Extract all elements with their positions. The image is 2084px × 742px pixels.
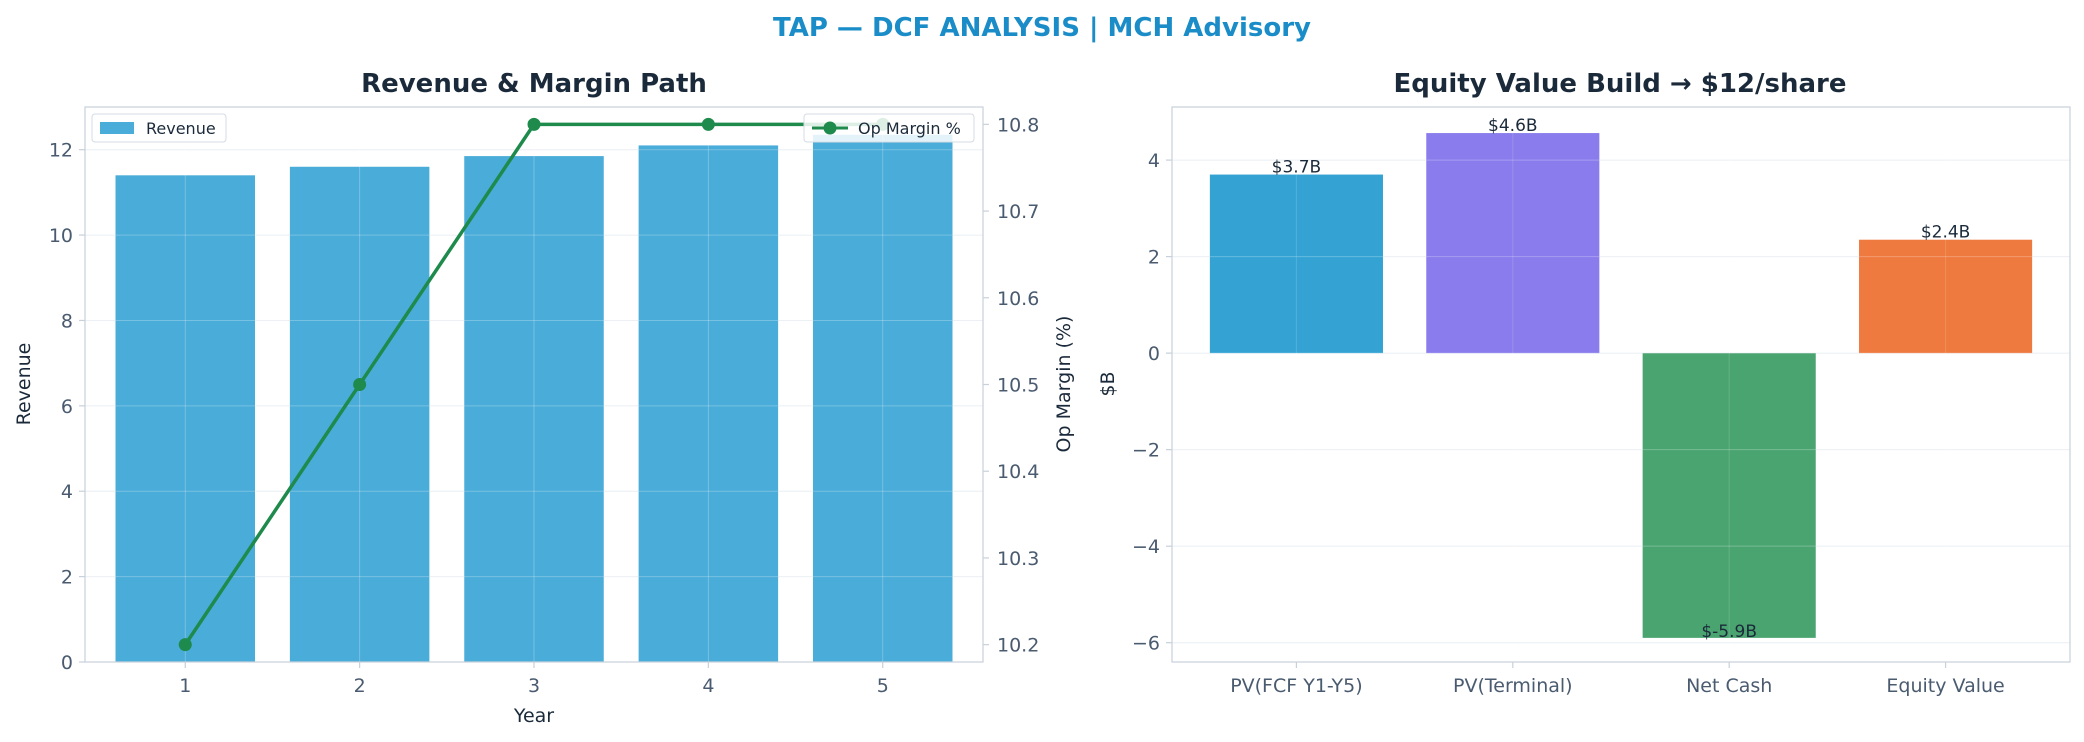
equity-bar — [1859, 239, 2033, 354]
equity-bars — [1172, 107, 2070, 662]
revenue-ytick-label: 8 — [61, 310, 73, 332]
equity-ytick-label: 4 — [1148, 150, 1160, 172]
equity-data-label: $2.4B — [1921, 223, 1971, 243]
equity-data-label: $-5.9B — [1701, 622, 1757, 642]
op-margin-ytick-label: 10.2 — [997, 635, 1039, 657]
revenue-bar — [638, 145, 779, 662]
revenue-margin-chart-title: Revenue & Margin Path — [361, 69, 707, 99]
equity-xtick-label: Equity Value — [1886, 675, 2004, 697]
revenue-ytick-label: 12 — [49, 140, 73, 162]
equity-ytick-label: −2 — [1132, 440, 1160, 462]
revenue-bars — [85, 107, 983, 663]
equity-bar — [1642, 353, 1816, 638]
equity-chart-frame — [1171, 106, 2071, 663]
revenue-legend-label: Revenue — [146, 119, 216, 138]
revenue-ytick-label: 2 — [61, 567, 73, 589]
op-margin-ylabel: Op Margin (%) — [1053, 316, 1075, 453]
op-margin-legend-label: Op Margin % — [858, 119, 961, 138]
equity-chart-ticks: −6 −4 −2 0 2 4 PV(FCF Y1-Y5) PV(Terminal) Net Ca… — [1132, 150, 2005, 697]
revenue-ytick-label: 10 — [49, 225, 73, 247]
year-xtick-label: 3 — [528, 675, 540, 697]
revenue-bar — [464, 156, 604, 662]
revenue-bar — [812, 134, 953, 662]
op-margin-legend-marker — [823, 121, 837, 135]
revenue-legend-box — [91, 113, 227, 143]
equity-bar — [1426, 133, 1600, 354]
revenue-ytick-label: 4 — [61, 481, 73, 503]
figure-suptitle: TAP — DCF ANALYSIS | MCH Advisory — [773, 13, 1311, 43]
revenue-chart-xlabel: Year — [513, 705, 554, 727]
revenue-ytick-label: 6 — [61, 396, 73, 418]
revenue-bar — [115, 175, 256, 663]
op-margin-ytick-label: 10.3 — [997, 548, 1039, 570]
year-xtick-label: 4 — [702, 675, 714, 697]
equity-ytick-label: 2 — [1148, 247, 1160, 269]
op-margin-ytick-label: 10.5 — [997, 375, 1039, 397]
op-margin-point — [701, 117, 715, 131]
equity-xtick-label: Net Cash — [1686, 675, 1772, 697]
equity-ytick-label: −4 — [1132, 536, 1160, 558]
equity-value-chart-title: Equity Value Build → $12/share — [1394, 69, 1847, 99]
year-xtick-label: 1 — [179, 675, 191, 697]
equity-data-label: $4.6B — [1488, 116, 1538, 136]
equity-chart-ylabel: $B — [1097, 371, 1119, 396]
op-margin-point — [178, 638, 192, 652]
revenue-margin-chart: Revenue & Margin Path 02468101210.210.31… — [13, 69, 1075, 727]
year-xtick-label: 2 — [354, 675, 366, 697]
op-margin-ytick-label: 10.6 — [997, 288, 1039, 310]
op-margin-point — [353, 378, 367, 391]
equity-ytick-label: −6 — [1132, 633, 1160, 655]
revenue-chart-ylabel: Revenue — [13, 343, 35, 426]
op-margin-legend-box — [803, 113, 975, 143]
equity-ytick-label: 0 — [1148, 343, 1160, 365]
op-margin-series — [178, 117, 890, 652]
revenue-legend: Revenue — [91, 113, 227, 143]
op-margin-point — [527, 117, 541, 131]
equity-value-chart: Equity Value Build → $12/share $3.7B $4.6… — [1097, 69, 2071, 697]
op-margin-legend: Op Margin % — [803, 113, 975, 143]
op-margin-ytick-label: 10.4 — [997, 461, 1039, 483]
equity-xtick-label: PV(FCF Y1-Y5) — [1230, 675, 1362, 697]
op-margin-ytick-label: 10.7 — [997, 201, 1039, 223]
equity-data-labels: $3.7B $4.6B $-5.9B $2.4B — [1272, 116, 1971, 642]
revenue-ytick-label: 0 — [61, 652, 73, 674]
op-margin-ytick-label: 10.8 — [997, 114, 1039, 136]
equity-chart-spines — [1171, 106, 2071, 663]
equity-data-label: $3.7B — [1272, 158, 1322, 178]
year-xtick-label: 5 — [877, 675, 889, 697]
revenue-bar — [289, 166, 430, 662]
revenue-legend-swatch — [100, 122, 134, 134]
equity-xtick-label: PV(Terminal) — [1453, 675, 1573, 697]
equity-bar — [1209, 174, 1383, 354]
